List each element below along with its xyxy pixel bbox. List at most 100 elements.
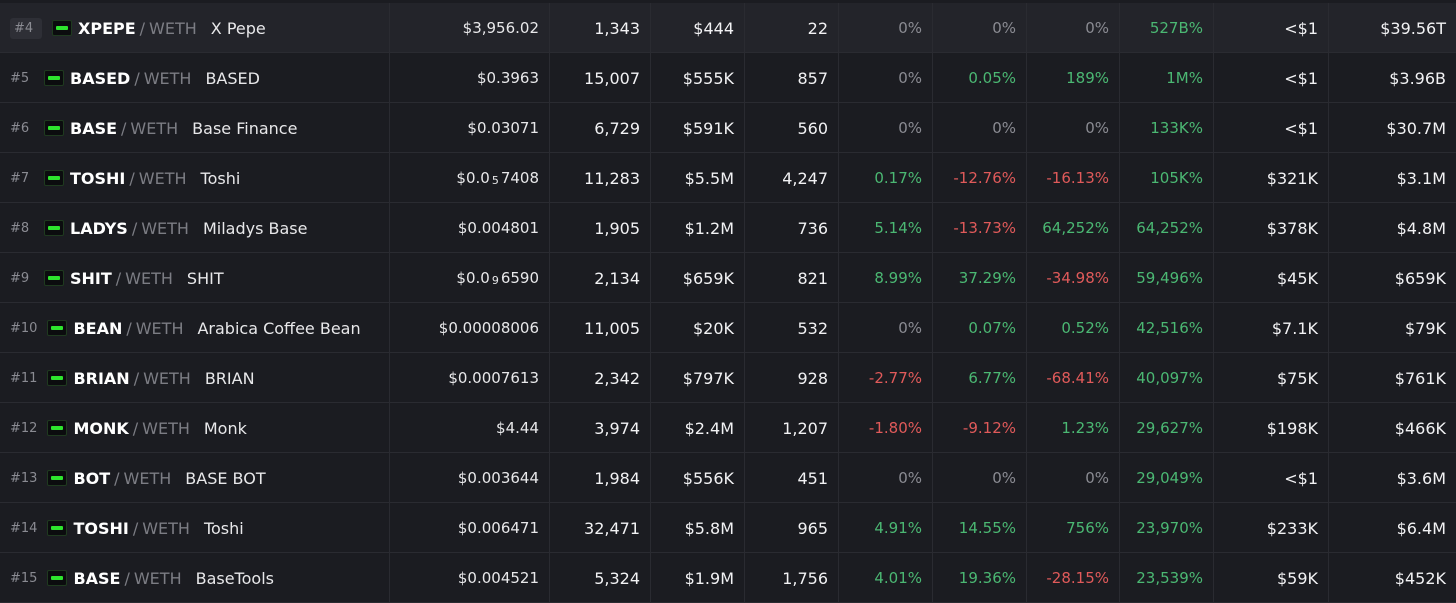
liquidity-cell: $75K xyxy=(1214,353,1329,403)
table-row[interactable]: #6 BASE / WETH Base Finance $0.03071 6,729 $591… xyxy=(0,103,1456,153)
price-cell: $0.004801 xyxy=(390,203,550,253)
table-row[interactable]: #12 MONK / WETH Monk $4.44 3,974 $2.4M 1,207 -1.8… xyxy=(0,403,1456,453)
change-24h-value: 1M% xyxy=(1166,69,1203,87)
pair-separator: / xyxy=(124,568,130,588)
change-6h-cell: -28.15% xyxy=(1027,553,1120,603)
price-value: $3,956.02 xyxy=(462,19,539,37)
change-1h-value: -9.12% xyxy=(962,419,1016,437)
makers-value: 560 xyxy=(797,118,828,138)
table-row[interactable]: #15 BASE / WETH BaseTools $0.004521 5,324 $1.9M… xyxy=(0,553,1456,603)
table-row[interactable]: #14 TOSHI / WETH Toshi $0.006471 32,471 $5.8M 96… xyxy=(0,503,1456,553)
table-row[interactable]: #5 BASED / WETH BASED $0.3963 15,007 $555K 857 0%… xyxy=(0,53,1456,103)
token-cell: #12 MONK / WETH Monk xyxy=(0,403,390,453)
rank-label: #5 xyxy=(10,70,30,86)
pair-separator: / xyxy=(134,68,140,88)
volume-cell: $556K xyxy=(651,453,745,503)
change-24h-cell: 59,496% xyxy=(1120,253,1214,303)
rank-label: #11 xyxy=(10,370,38,386)
volume-value: $5.8M xyxy=(684,518,734,538)
change-6h-value: -16.13% xyxy=(1046,169,1109,187)
quote-symbol: WETH xyxy=(125,268,173,288)
pair-separator: / xyxy=(139,18,146,38)
token-symbol: SHIT xyxy=(70,268,112,288)
volume-value: $5.5M xyxy=(684,168,734,188)
change-5m-cell: 4.91% xyxy=(839,503,933,553)
price-value: $0.0007613 xyxy=(448,369,539,387)
change-1h-value: -12.76% xyxy=(953,169,1016,187)
change-24h-cell: 105K% xyxy=(1120,153,1214,203)
change-5m-value: 0% xyxy=(898,119,922,137)
change-24h-cell: 133K% xyxy=(1120,103,1214,153)
change-6h-value: -28.15% xyxy=(1046,569,1109,587)
change-1h-cell: -13.73% xyxy=(933,203,1027,253)
rank-label: #15 xyxy=(10,570,38,586)
table-row[interactable]: #8 LADYS / WETH Miladys Base $0.004801 1,905 $1… xyxy=(0,203,1456,253)
fdv-cell: $3.96B xyxy=(1329,53,1456,103)
fdv-value: $39.56T xyxy=(1380,18,1446,38)
table-row[interactable]: #10 BEAN / WETH Arabica Coffee Bean $0.000080… xyxy=(0,303,1456,353)
volume-value: $591K xyxy=(682,118,734,138)
liquidity-cell: $7.1K xyxy=(1214,303,1329,353)
change-6h-cell: 0% xyxy=(1027,103,1120,153)
quote-symbol: WETH xyxy=(130,118,179,138)
fdv-value: $3.6M xyxy=(1396,468,1446,488)
token-name: Base Finance xyxy=(192,118,298,138)
token-logo-icon xyxy=(44,120,64,136)
price-cell: $0.004521 xyxy=(390,553,550,603)
change-6h-cell: 189% xyxy=(1027,53,1120,103)
volume-value: $1.9M xyxy=(684,568,734,588)
change-1h-cell: 6.77% xyxy=(933,353,1027,403)
price-cell: $4.44 xyxy=(390,403,550,453)
change-1h-value: 0.07% xyxy=(968,319,1016,337)
volume-value: $555K xyxy=(682,68,734,88)
rank-label: #14 xyxy=(10,520,38,536)
change-5m-cell: 5.14% xyxy=(839,203,933,253)
token-name: BASE BOT xyxy=(185,468,266,488)
liquidity-cell: <$1 xyxy=(1214,453,1329,503)
change-6h-cell: -16.13% xyxy=(1027,153,1120,203)
table-row[interactable]: #13 BOT / WETH BASE BOT $0.003644 1,984 $556K 45… xyxy=(0,453,1456,503)
token-symbol: BEAN xyxy=(73,318,123,338)
liquidity-value: <$1 xyxy=(1284,68,1318,88)
change-1h-cell: 0% xyxy=(933,453,1027,503)
token-name: BRIAN xyxy=(204,368,255,388)
token-name: X Pepe xyxy=(210,18,266,38)
fdv-value: $3.1M xyxy=(1396,168,1446,188)
change-24h-cell: 23,539% xyxy=(1120,553,1214,603)
change-6h-cell: 1.23% xyxy=(1027,403,1120,453)
token-name: BASED xyxy=(205,68,260,88)
change-6h-cell: -34.98% xyxy=(1027,253,1120,303)
change-24h-cell: 40,097% xyxy=(1120,353,1214,403)
rank-label: #4 xyxy=(10,17,42,39)
token-cell: #8 LADYS / WETH Miladys Base xyxy=(0,203,390,253)
token-symbol: BRIAN xyxy=(73,368,130,388)
token-symbol: MONK xyxy=(73,418,129,438)
table-row[interactable]: #9 SHIT / WETH SHIT $0.0 9 6590 2,134 $659K 821 8.9… xyxy=(0,253,1456,303)
change-1h-value: 14.55% xyxy=(958,519,1016,537)
token-cell: #11 BRIAN / WETH BRIAN xyxy=(0,353,390,403)
volume-cell: $1.2M xyxy=(651,203,745,253)
change-24h-cell: 29,627% xyxy=(1120,403,1214,453)
volume-cell: $444 xyxy=(651,3,745,53)
table-row[interactable]: #11 BRIAN / WETH BRIAN $0.0007613 2,342 $797K 92… xyxy=(0,353,1456,403)
volume-value: $20K xyxy=(692,318,734,338)
table-row[interactable]: #7 TOSHI / WETH Toshi $0.0 5 7408 11,283 $5.5M 4,2… xyxy=(0,153,1456,203)
volume-value: $797K xyxy=(682,368,734,388)
fdv-value: $4.8M xyxy=(1396,218,1446,238)
token-cell: #7 TOSHI / WETH Toshi xyxy=(0,153,390,203)
pair-separator: / xyxy=(133,368,140,388)
price-value: $0.006471 xyxy=(457,519,539,537)
liquidity-value: $378K xyxy=(1266,218,1318,238)
table-row[interactable]: #4 XPEPE / WETH X Pepe $3,956.02 1,343 $444 22 0%… xyxy=(0,3,1456,53)
txns-value: 2,342 xyxy=(594,368,640,388)
fdv-cell: $4.8M xyxy=(1329,203,1456,253)
change-5m-cell: 0% xyxy=(839,3,933,53)
makers-value: 532 xyxy=(797,318,828,338)
fdv-value: $6.4M xyxy=(1396,518,1446,538)
change-5m-value: 0% xyxy=(898,69,922,87)
token-cell: #10 BEAN / WETH Arabica Coffee Bean xyxy=(0,303,390,353)
token-symbol: XPEPE xyxy=(78,18,136,38)
quote-symbol: WETH xyxy=(138,168,187,188)
price-value: $0.004521 xyxy=(457,569,539,587)
change-24h-value: 133K% xyxy=(1150,119,1203,137)
